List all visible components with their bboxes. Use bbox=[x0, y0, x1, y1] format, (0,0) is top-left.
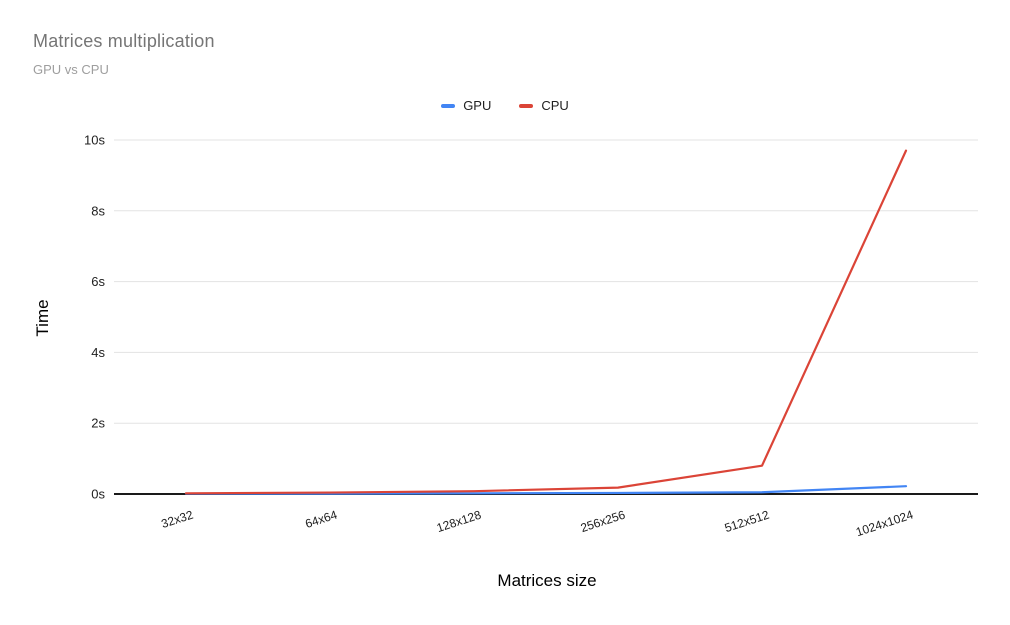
x-tick-label: 32x32 bbox=[159, 507, 195, 531]
x-axis-title: Matrices size bbox=[497, 571, 597, 590]
y-tick-label: 4s bbox=[91, 345, 105, 360]
x-tick-label: 512x512 bbox=[723, 507, 771, 535]
legend-label-gpu: GPU bbox=[463, 98, 492, 113]
x-tick-label: 128x128 bbox=[435, 507, 483, 535]
legend: GPU CPU bbox=[0, 98, 1010, 113]
series-line-cpu bbox=[184, 149, 908, 495]
x-tick-label: 256x256 bbox=[579, 507, 627, 535]
legend-label-cpu: CPU bbox=[541, 98, 569, 113]
y-tick-label: 2s bbox=[91, 416, 105, 431]
gpu-series-swatch-icon bbox=[441, 103, 456, 108]
x-tick-label: 1024x1024 bbox=[854, 507, 915, 539]
cpu-series-swatch-icon bbox=[519, 103, 534, 108]
chart-title: Matrices multiplication bbox=[33, 31, 215, 51]
y-tick-label: 0s bbox=[91, 487, 105, 502]
x-tick-label: 64x64 bbox=[303, 507, 339, 531]
legend-item-gpu[interactable]: GPU bbox=[441, 98, 491, 113]
chart-subtitle: GPU vs CPU bbox=[33, 62, 109, 77]
y-tick-label: 8s bbox=[91, 203, 105, 218]
y-tick-label: 6s bbox=[91, 274, 105, 289]
legend-item-cpu[interactable]: CPU bbox=[519, 98, 569, 113]
y-tick-label: 10s bbox=[84, 133, 105, 148]
